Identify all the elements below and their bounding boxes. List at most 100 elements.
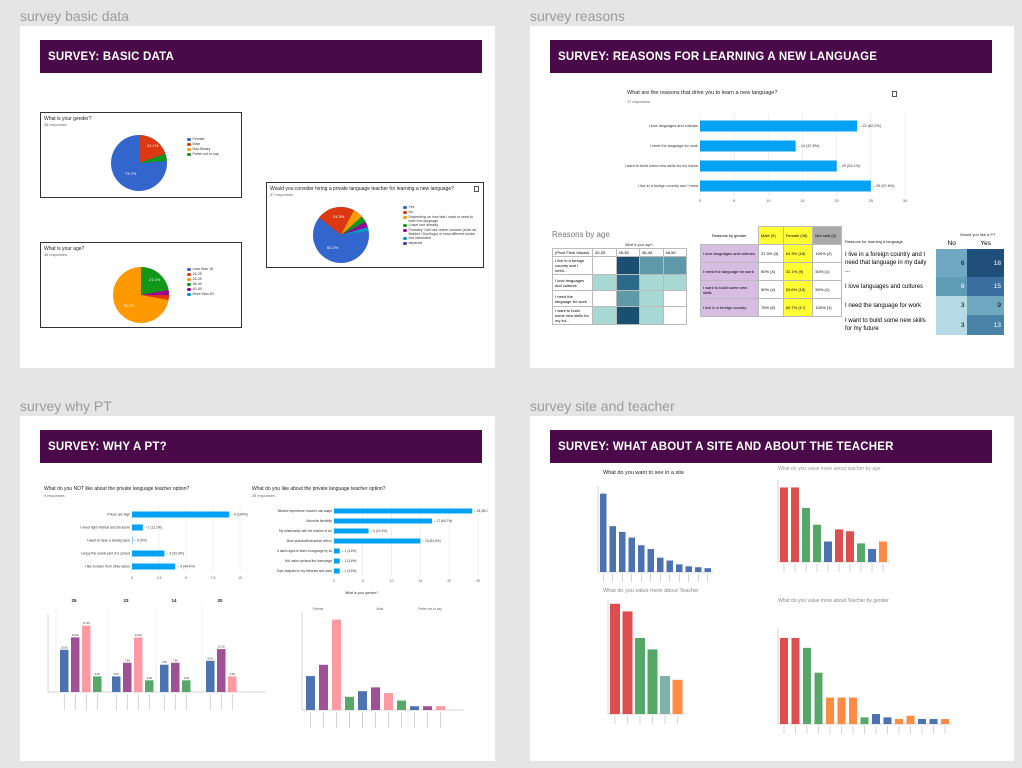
bar-value-label: – 24 (85.7%) <box>474 509 488 513</box>
bar <box>941 719 949 724</box>
bar <box>879 541 887 562</box>
bar-value-label: 7.50 <box>124 658 130 662</box>
gender-pct-female: 73.7% <box>125 171 137 176</box>
bar-value-label: 3.00 <box>183 676 189 680</box>
bar <box>145 680 154 692</box>
bar <box>813 524 821 562</box>
bar-value-label: – 1 (3.6%) <box>342 549 357 553</box>
frame-site-teacher[interactable]: SURVEY: WHAT ABOUT A SITE AND ABOUT THE … <box>530 416 1014 761</box>
tick-label: 2.5 <box>157 576 162 580</box>
age-question: What is your age? <box>44 246 85 252</box>
banner-reasons: SURVEY: REASONS FOR LEARNING A NEW LANGU… <box>550 40 992 73</box>
bar-category-label: I enjoy the social part of a school <box>81 552 131 556</box>
table-row: I love languages and cultures <box>552 274 593 291</box>
pt-table: No Yes I live in a foreign country and I … <box>842 238 1004 335</box>
bar <box>666 560 673 572</box>
like-responses: 28 responses <box>252 494 275 498</box>
bar-value-label: – 17 (60.7%) <box>434 519 452 523</box>
notlike-question: What do you NOT like about the private l… <box>44 486 190 492</box>
legend-dot-icon <box>187 277 191 282</box>
bar <box>160 664 169 692</box>
copy-icon[interactable] <box>474 186 479 192</box>
legend-dot-icon <box>403 223 407 228</box>
bar <box>334 528 369 534</box>
consider-pct-no: 24.3% <box>333 214 345 219</box>
legend-dot-icon <box>403 210 407 215</box>
bar <box>93 676 102 692</box>
bar <box>397 700 406 710</box>
card-consider-pt[interactable]: Would you consider hiring a private lang… <box>266 182 484 268</box>
age-pct-18-25: 73.7% <box>123 303 135 308</box>
bar <box>82 625 91 692</box>
legend-dot-icon <box>187 142 191 147</box>
bar-category-label: I need rigid method and structure <box>80 526 130 530</box>
bar <box>791 487 799 562</box>
why-by-gender-chart: Female Male Prefer not to say <box>301 607 464 728</box>
bar-value-label: 4.00 <box>94 672 100 676</box>
consider-responses: 37 responses <box>270 193 293 197</box>
tick-label: 10 <box>390 579 394 583</box>
bar-value-label: – 25 (67.6%) <box>873 184 895 188</box>
bar <box>371 687 380 710</box>
bar <box>826 697 834 724</box>
reasons-question: What are the reasons that drive you to l… <box>627 90 778 96</box>
consider-legend: Yes No Depending on how fast I want or n… <box>403 205 481 246</box>
copy-icon[interactable] <box>892 91 897 97</box>
table-row: I live in a foreign country <box>700 298 759 317</box>
table-row: I live in a foreign country and I need..… <box>552 256 593 275</box>
bar-value-label: 14.00 <box>72 633 79 637</box>
bar <box>849 697 857 724</box>
why-gender-caption: What is your gender? <box>345 591 379 595</box>
tick-label: 25 <box>869 199 873 203</box>
gender-group-label: Prefer not to say <box>418 607 442 611</box>
bar <box>334 518 432 524</box>
bar <box>857 543 865 562</box>
legend-dot-icon <box>403 241 407 246</box>
bar <box>384 693 393 710</box>
card-age[interactable]: What is your age? 38 responses 73.7% 21.… <box>40 242 242 328</box>
bar <box>814 672 823 724</box>
legend-dot-icon <box>187 267 191 272</box>
gender-pct-male: 21.1% <box>147 143 159 148</box>
bar <box>635 638 645 714</box>
legend-dot-icon <box>187 137 191 142</box>
want-title: What do you want to see in a site <box>603 470 685 476</box>
pt-col-label: Reasons for learning a language <box>845 239 903 244</box>
bar <box>700 140 796 152</box>
group-total: 20 <box>217 598 223 603</box>
bar <box>228 676 237 692</box>
bar-category-label: Prices are high <box>107 513 130 517</box>
bar-value-label: 4.00 <box>113 672 119 676</box>
bar <box>132 524 143 531</box>
bar <box>206 660 215 692</box>
pie-slice-depending <box>341 210 362 235</box>
bar <box>600 493 607 572</box>
banner-basic: SURVEY: BASIC DATA <box>40 40 482 73</box>
bar-value-label: – 6 (21.4%) <box>371 529 387 533</box>
bar-value-label: – 14 (37.8%) <box>798 144 820 148</box>
pie-slice-prefer-not <box>139 153 167 163</box>
frame-reasons[interactable]: SURVEY: REASONS FOR LEARNING A NEW LANGU… <box>530 26 1014 368</box>
bar-value-label: 7.00 <box>161 660 167 664</box>
frame-basic-data[interactable]: SURVEY: BASIC DATA What is your gender? … <box>20 26 495 368</box>
legend-dot-icon <box>187 272 191 277</box>
bar <box>802 507 810 562</box>
gender-value-chart <box>777 628 953 734</box>
banner-why: SURVEY: WHY A PT? <box>40 430 482 463</box>
tick-label: 10 <box>238 576 242 580</box>
bar-value-label: – 1 (3.6%) <box>342 569 357 573</box>
consider-question: Would you consider hiring a private lang… <box>270 186 454 192</box>
frame-why-pt[interactable]: SURVEY: WHY A PT? What do you NOT like a… <box>20 416 495 761</box>
bar-category-label: Topic adapted to my interests and pace <box>277 569 333 573</box>
legend-dot-icon <box>187 282 191 287</box>
bar <box>132 537 133 544</box>
legend-dot-icon <box>187 152 191 157</box>
bar <box>676 564 683 572</box>
bar-value-label: – 4 (44.4%) <box>177 565 195 569</box>
bar-value-label: – 23 (62.2%) <box>859 124 881 128</box>
bar <box>622 611 633 714</box>
card-gender[interactable]: What is your gender? 38 responses 73.7% … <box>40 112 242 198</box>
bar-category-label: Not make optional the homepage <box>285 559 332 563</box>
table-row: I need the language for work <box>845 302 922 309</box>
gender-question: What is your gender? <box>44 116 92 122</box>
